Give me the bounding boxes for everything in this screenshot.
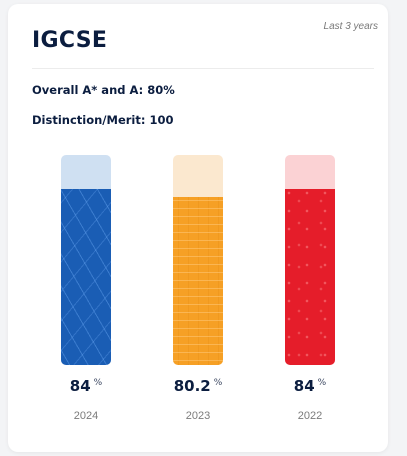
distinction-stat: Distinction/Merit: 100	[32, 113, 174, 127]
value-number: 80.2	[173, 377, 211, 395]
year-2022: 2022	[297, 410, 323, 422]
year-2023: 2023	[185, 410, 211, 422]
bar-2022	[285, 155, 335, 365]
bar-2024	[61, 155, 111, 365]
value-2023: 80.2%	[143, 376, 253, 395]
period-label: Last 3 years	[323, 21, 378, 32]
value-2022: 84%	[255, 376, 365, 395]
value-2024: 84%	[31, 376, 141, 395]
value-number: 84	[293, 377, 315, 395]
results-card: Last 3 years IGCSE Overall A* and A: 80%…	[8, 4, 388, 452]
year-2024: 2024	[73, 410, 99, 422]
value-number: 84	[69, 377, 91, 395]
overall-stat: Overall A* and A: 80%	[32, 83, 175, 97]
divider	[32, 68, 374, 69]
value-unit: %	[317, 378, 327, 388]
bar-fill-2022	[285, 188, 335, 365]
bar-fill-2024	[61, 188, 111, 365]
value-unit: %	[93, 378, 103, 388]
bar-2023	[173, 155, 223, 365]
card-title: IGCSE	[32, 28, 108, 53]
bar-fill-2023	[173, 196, 223, 365]
value-unit: %	[213, 378, 223, 388]
